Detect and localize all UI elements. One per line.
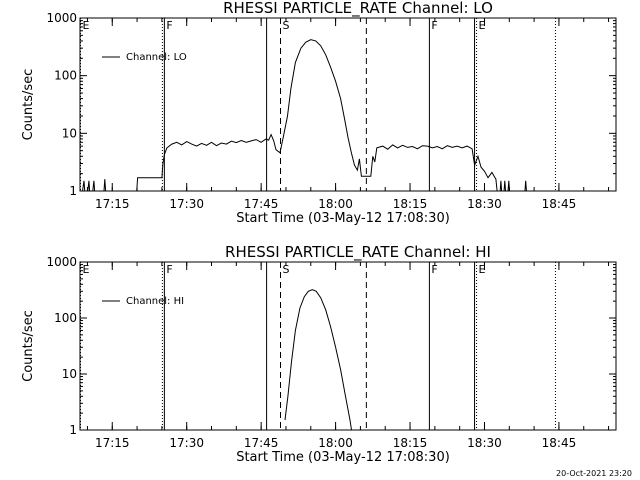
y-tick-label: 100 (54, 69, 77, 83)
lo-channel-panel: RHESSI PARTICLE_RATE Channel: LO 1 10 100 10… (21, 0, 617, 226)
y-tick-label: 1000 (46, 255, 77, 269)
event-marker-label: E (479, 263, 486, 276)
y-tick-label: 1000 (46, 11, 77, 25)
legend-label: Channel: HI (126, 296, 184, 307)
x-tick-label: 18:00 (318, 436, 353, 450)
x-tick-label: 17:45 (244, 197, 279, 211)
x-tick-label: 17:45 (244, 436, 279, 450)
event-marker-label: S (283, 19, 290, 32)
y-tick-label: 1 (69, 423, 77, 437)
chart-title: RHESSI PARTICLE_RATE Channel: HI (225, 243, 491, 262)
legend-label: Channel: LO (126, 52, 187, 63)
x-tick-label: 18:00 (318, 197, 353, 211)
event-marker-label: F (166, 263, 172, 276)
event-marker-label: F (166, 19, 172, 32)
chart-title: RHESSI PARTICLE_RATE Channel: LO (223, 0, 493, 18)
y-tick-label: 10 (62, 126, 77, 140)
plot-timestamp: 20-Oct-2021 23:20 (556, 469, 632, 478)
event-marker-label: S (283, 263, 290, 276)
x-tick-label: 18:30 (467, 436, 502, 450)
series-line (284, 289, 352, 430)
event-marker-label: E (479, 19, 486, 32)
y-tick-label: 10 (62, 367, 77, 381)
hi-channel-panel: RHESSI PARTICLE_RATE Channel: HI 1 10 100 10… (21, 243, 617, 465)
y-axis-label: Counts/sec (21, 69, 36, 141)
plot-frame (79, 17, 617, 192)
x-axis-label: Start Time (03-May-12 17:08:30) (236, 211, 450, 226)
y-tick-label: 100 (54, 311, 77, 325)
x-tick-label: 18:45 (542, 197, 577, 211)
x-tick-label: 17:15 (95, 436, 130, 450)
x-tick-label: 17:30 (169, 436, 204, 450)
event-marker-label: F (431, 263, 437, 276)
x-tick-label: 18:30 (467, 197, 502, 211)
x-tick-label: 18:15 (393, 436, 428, 450)
y-axis-label: Counts/sec (21, 310, 36, 382)
plot-frame (79, 261, 617, 431)
y-tick-label: 1 (69, 184, 77, 198)
x-tick-label: 18:45 (542, 436, 577, 450)
event-marker-label: E (82, 19, 89, 32)
event-marker-label: F (431, 19, 437, 32)
x-tick-label: 18:15 (393, 197, 428, 211)
event-marker-label: E (82, 263, 89, 276)
x-axis-label: Start Time (03-May-12 17:08:30) (236, 450, 450, 465)
x-tick-label: 17:15 (95, 197, 130, 211)
series-line (82, 39, 527, 191)
x-tick-label: 17:30 (169, 197, 204, 211)
